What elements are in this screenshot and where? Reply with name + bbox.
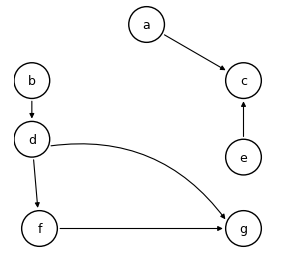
Circle shape: [14, 64, 50, 99]
FancyArrowPatch shape: [51, 144, 225, 218]
Circle shape: [226, 140, 261, 175]
FancyArrowPatch shape: [242, 103, 245, 137]
Circle shape: [226, 211, 261, 246]
FancyArrowPatch shape: [60, 227, 222, 231]
FancyArrowPatch shape: [34, 160, 39, 207]
Text: b: b: [28, 75, 36, 88]
Circle shape: [14, 122, 50, 157]
Circle shape: [226, 64, 261, 99]
Text: a: a: [143, 19, 151, 32]
Text: g: g: [239, 222, 248, 235]
Text: d: d: [28, 133, 36, 146]
FancyArrowPatch shape: [164, 36, 225, 70]
FancyArrowPatch shape: [30, 102, 34, 118]
Circle shape: [22, 211, 57, 246]
Text: e: e: [240, 151, 247, 164]
Text: c: c: [240, 75, 247, 88]
Circle shape: [129, 8, 164, 43]
Text: f: f: [37, 222, 42, 235]
